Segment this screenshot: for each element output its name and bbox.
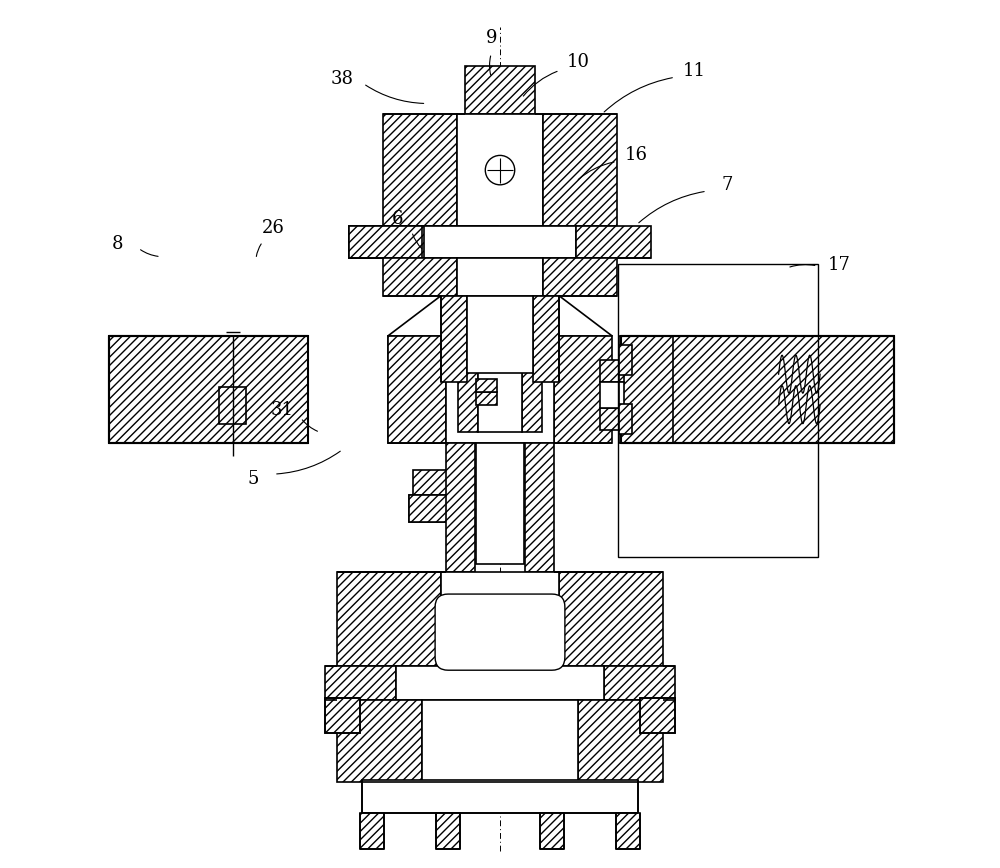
Bar: [337, 700, 422, 782]
Text: 11: 11: [683, 62, 706, 80]
Bar: [325, 698, 360, 733]
Bar: [600, 408, 624, 430]
Bar: [219, 387, 246, 424]
Bar: [578, 700, 663, 782]
Bar: [476, 392, 497, 405]
Bar: [337, 572, 441, 666]
Bar: [362, 780, 638, 813]
Bar: [409, 495, 452, 523]
Bar: [383, 114, 457, 227]
Bar: [349, 227, 498, 259]
Bar: [640, 698, 675, 733]
Bar: [554, 336, 607, 443]
Bar: [619, 345, 632, 375]
Bar: [621, 336, 894, 443]
Bar: [349, 227, 426, 259]
Bar: [540, 813, 564, 849]
Text: 5: 5: [248, 470, 259, 488]
Bar: [436, 813, 460, 849]
Bar: [109, 336, 308, 443]
Bar: [600, 360, 624, 382]
Bar: [559, 572, 663, 666]
Bar: [478, 346, 522, 432]
Bar: [543, 114, 617, 227]
Bar: [522, 346, 542, 432]
Bar: [619, 336, 673, 443]
Text: 17: 17: [828, 256, 851, 274]
Bar: [446, 336, 554, 443]
Bar: [383, 259, 457, 296]
Bar: [360, 813, 384, 849]
Bar: [441, 296, 467, 382]
Bar: [640, 698, 675, 733]
Bar: [616, 813, 640, 849]
Text: 31: 31: [270, 401, 293, 418]
Bar: [465, 66, 535, 114]
Bar: [388, 336, 446, 443]
Text: 9: 9: [486, 29, 497, 47]
Bar: [618, 265, 818, 557]
Text: 6: 6: [392, 210, 404, 228]
Bar: [525, 443, 554, 572]
Bar: [476, 443, 524, 564]
Bar: [458, 346, 478, 432]
FancyBboxPatch shape: [435, 594, 565, 670]
Bar: [476, 379, 497, 392]
Bar: [604, 666, 675, 700]
Bar: [554, 336, 612, 443]
Bar: [409, 495, 452, 523]
Bar: [396, 666, 604, 700]
Bar: [349, 227, 422, 259]
Bar: [533, 296, 559, 382]
Bar: [467, 296, 533, 373]
Bar: [619, 404, 632, 434]
Text: 7: 7: [721, 176, 732, 194]
Text: 38: 38: [331, 70, 354, 89]
Bar: [388, 336, 441, 443]
Bar: [424, 227, 576, 259]
Text: 16: 16: [625, 147, 648, 164]
Bar: [413, 470, 461, 496]
Text: 8: 8: [112, 234, 123, 253]
Bar: [422, 700, 578, 782]
Bar: [600, 382, 624, 408]
Bar: [325, 666, 396, 700]
Bar: [441, 572, 559, 666]
Bar: [543, 259, 617, 296]
Bar: [446, 443, 475, 572]
Text: 26: 26: [262, 219, 285, 237]
Bar: [457, 259, 543, 296]
Text: 10: 10: [566, 53, 589, 71]
Bar: [457, 114, 543, 227]
Bar: [325, 698, 360, 733]
Bar: [576, 227, 651, 259]
